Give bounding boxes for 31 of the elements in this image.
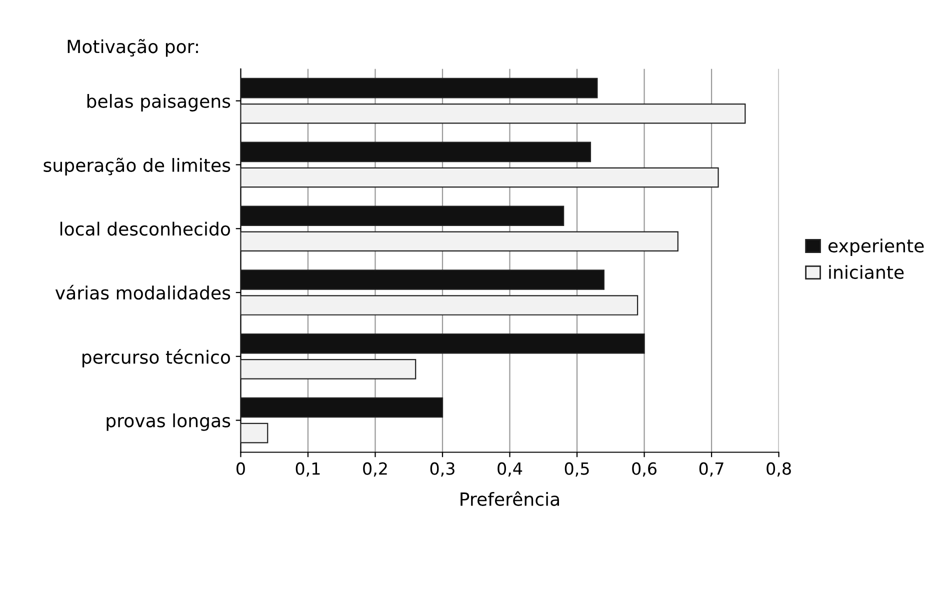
bar (240, 78, 598, 98)
legend-label: iniciante (829, 265, 904, 280)
x-tick-label: 0,8 (766, 462, 791, 477)
y-tick-label: percurso técnico (82, 349, 230, 368)
x-tick-label: 0,7 (699, 462, 724, 477)
bar (240, 359, 416, 380)
bar (240, 295, 638, 316)
y-tick-label: provas longas (106, 413, 230, 431)
chart-title: Motivação por: (68, 39, 198, 57)
x-tick-label: 0,2 (363, 462, 387, 477)
bar (240, 142, 592, 162)
bar (240, 167, 719, 188)
y-tick-label: belas paisagens (87, 94, 230, 112)
y-tick-label: várias modalidades (55, 284, 230, 300)
bar (240, 231, 678, 252)
bar (240, 333, 645, 354)
bar (240, 397, 444, 418)
x-tick-label: 0,5 (564, 462, 589, 477)
y-tick-label: superação de limites (44, 158, 230, 176)
y-tick-label: local desconhecido (60, 222, 230, 236)
bar (240, 422, 268, 444)
x-axis-title: Preferência (460, 491, 559, 506)
x-tick-label: 0,6 (632, 462, 656, 477)
x-tick-label: 0,3 (430, 462, 454, 477)
x-tick-label: 0,4 (498, 462, 522, 477)
legend-label: experiente (828, 238, 924, 256)
bar (240, 206, 564, 226)
bar (240, 103, 746, 124)
x-tick-label: 0 (236, 462, 245, 475)
bar (240, 270, 604, 290)
x-tick-label: 0,1 (296, 462, 320, 477)
